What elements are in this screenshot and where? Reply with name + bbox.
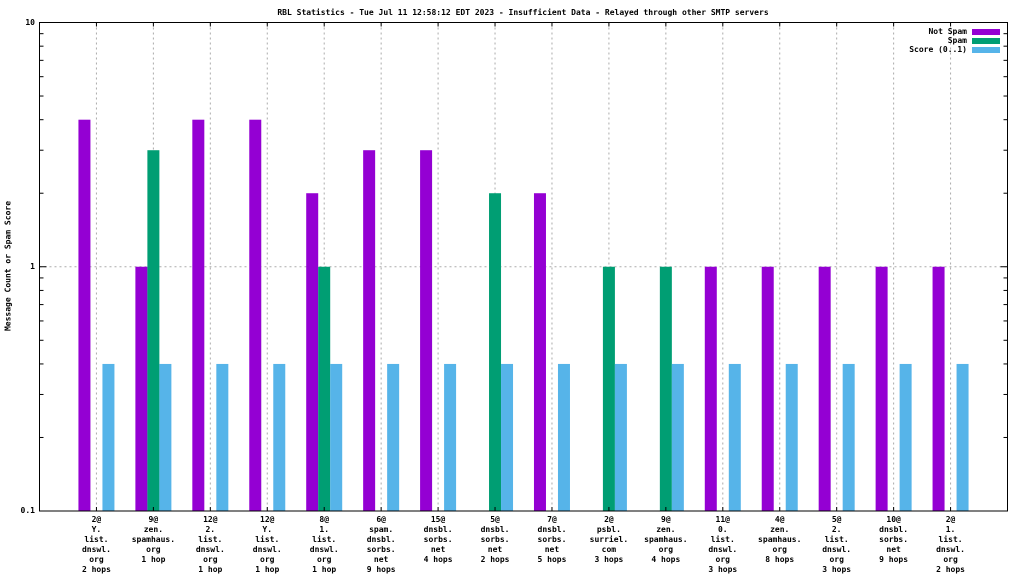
legend-label-score: Score (0..1)	[909, 45, 967, 54]
bar-score-0-1	[444, 363, 457, 511]
x-tick-label: 4@ zen. spamhaus. org 8 hops	[758, 515, 802, 564]
bar-score-0-1	[614, 363, 627, 511]
bar-not-spam	[533, 193, 546, 511]
bar-spam	[489, 193, 502, 511]
x-tick-label: 2@ 1. list. dnswl. org 2 hops	[936, 515, 965, 574]
chart-title: RBL Statistics - Tue Jul 11 12:58:12 EDT…	[277, 8, 769, 17]
y-tick-label: 0.1	[20, 506, 35, 515]
bar-score-0-1	[501, 363, 514, 511]
bar-score-0-1	[330, 363, 343, 511]
legend-swatch-spam-icon	[972, 37, 1000, 44]
legend: Not Spam Spam Score (0..1)	[909, 27, 1000, 54]
bar-not-spam	[192, 119, 205, 512]
legend-label-not-spam: Not Spam	[928, 27, 967, 36]
legend-swatch-not-spam-icon	[972, 28, 1000, 35]
x-tick-label: 11@ 0. list. dnswl. org 3 hops	[708, 515, 738, 574]
bar-spam	[659, 266, 672, 511]
bar-not-spam	[420, 150, 433, 511]
bar-score-0-1	[842, 363, 855, 511]
legend-label-spam: Spam	[947, 36, 967, 45]
x-tick-label: 2@ psbl. surriel. com 3 hops	[589, 515, 629, 564]
bar-not-spam	[761, 266, 774, 511]
bar-not-spam	[363, 150, 376, 511]
legend-swatch-score-icon	[972, 46, 1000, 53]
bar-spam	[602, 266, 615, 511]
legend-item-not-spam: Not Spam	[909, 27, 1000, 36]
x-tick-label: 5@ 2. list. dnswl. org 3 hops	[822, 515, 852, 574]
bar-score-0-1	[956, 363, 969, 511]
y-tick-label: 10	[25, 17, 35, 27]
bar-score-0-1	[728, 363, 741, 511]
bar-not-spam	[78, 119, 91, 512]
x-tick-label: 12@ 2. list. dnswl. org 1 hop	[195, 515, 225, 574]
bar-score-0-1	[557, 363, 570, 511]
legend-item-score: Score (0..1)	[909, 45, 1000, 54]
bar-score-0-1	[216, 363, 229, 511]
bar-not-spam	[306, 193, 319, 511]
x-tick-label: 7@ dnsbl. sorbs. net 5 hops	[537, 515, 567, 564]
x-tick-label: 2@ Y. list. dnswl. org 2 hops	[81, 515, 111, 574]
x-tick-label: 10@ dnsbl. sorbs. net 9 hops	[879, 515, 909, 564]
bar-score-0-1	[387, 363, 400, 511]
x-tick-label: 15@ dnsbl. sorbs. net 4 hops	[423, 515, 453, 564]
bar-score-0-1	[159, 363, 172, 511]
x-tick-label: 12@ Y. list. dnswl. org 1 hop	[252, 515, 282, 574]
bar-score-0-1	[102, 363, 115, 511]
bar-spam	[318, 266, 331, 511]
x-tick-label: 9@ zen. spamhaus. org 1 hop	[131, 515, 176, 564]
legend-item-spam: Spam	[909, 36, 1000, 45]
x-tick-label: 9@ zen. spamhaus. org 4 hops	[644, 515, 688, 564]
x-tick-label: 5@ dnsbl. sorbs. net 2 hops	[480, 515, 510, 564]
x-tick-label: 8@ 1. list. dnswl. org 1 hop	[309, 515, 339, 574]
bar-not-spam	[249, 119, 262, 512]
bar-spam	[147, 150, 160, 511]
y-tick-label: 1	[30, 261, 35, 271]
bar-score-0-1	[899, 363, 912, 511]
bar-score-0-1	[785, 363, 798, 511]
bar-score-0-1	[273, 363, 286, 511]
bar-not-spam	[135, 266, 148, 511]
bar-not-spam	[875, 266, 888, 511]
bar-score-0-1	[671, 363, 684, 511]
bar-not-spam	[932, 266, 945, 511]
bar-not-spam	[704, 266, 717, 511]
x-tick-label: 6@ spam. dnsbl. sorbs. net 9 hops	[366, 515, 396, 574]
bar-not-spam	[818, 266, 831, 511]
